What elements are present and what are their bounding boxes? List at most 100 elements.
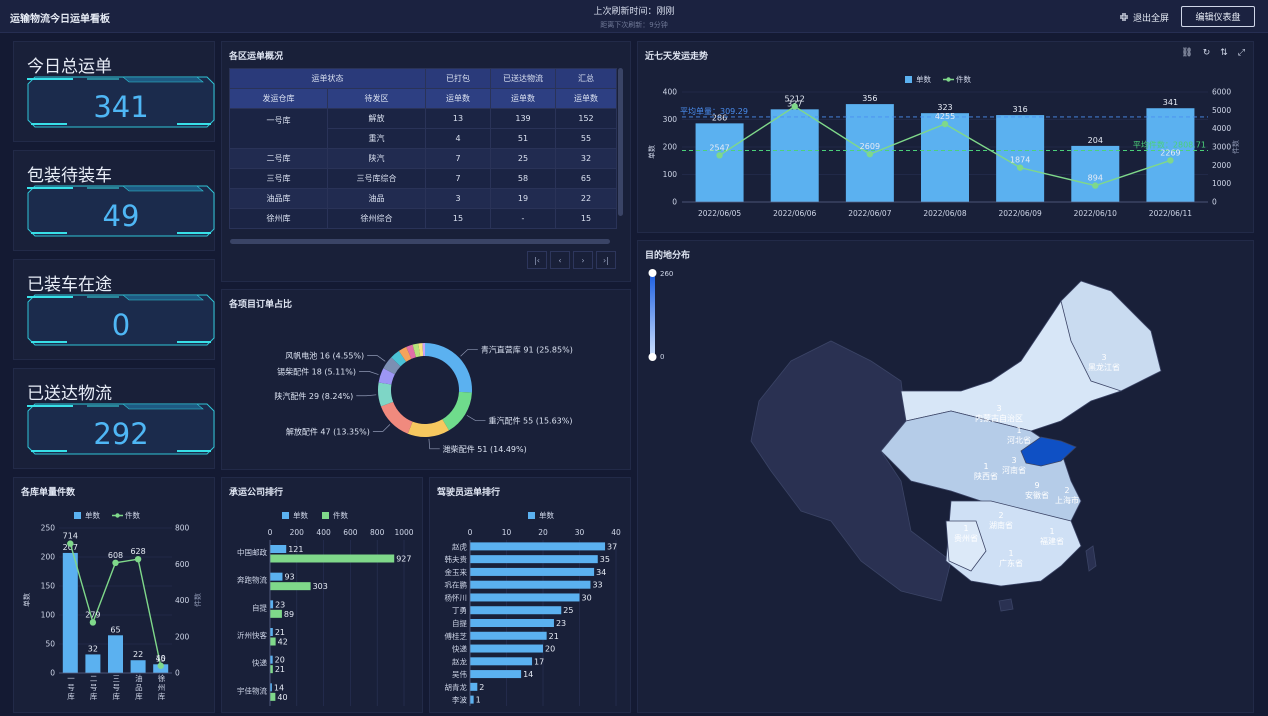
driver-bar-label: 33 <box>592 581 602 590</box>
map-region-south[interactable] <box>945 500 1082 587</box>
table-col-header[interactable]: 运单数 <box>555 88 617 109</box>
y-tick-label: 韩夫贵 <box>445 554 468 564</box>
destination-map: 260 0 3黑龙江省3内蒙古自治区1河北省1陕西省3河南省9安徽省2上海市2湖… <box>648 269 1162 612</box>
link-icon[interactable]: ⛓ <box>1181 48 1193 58</box>
scale-handle-min[interactable] <box>648 353 657 361</box>
kpi-label: 今日总运单 <box>27 57 112 77</box>
y-tick-label: 0 <box>50 669 55 678</box>
horizontal-scrollbar[interactable] <box>230 239 610 244</box>
kpi-value: 49 <box>102 199 140 233</box>
legend-swatch <box>282 512 289 519</box>
table-col-header[interactable]: 发运仓库 <box>229 88 328 109</box>
legend-swatch <box>528 512 535 519</box>
donut-label: 锡柴配件 18 (5.11%) <box>277 366 356 376</box>
panel-title: 各库单量件数 <box>21 488 76 498</box>
map-region-southwest[interactable] <box>945 520 987 572</box>
carrier-bar <box>270 545 287 553</box>
expand-icon[interactable]: ⤢ <box>1237 48 1245 58</box>
x-tick-label: 2022/06/10 <box>1074 209 1117 218</box>
donut-label: 重汽配件 55 (15.63%) <box>488 416 572 426</box>
warehouse-line-label: 628 <box>130 547 145 556</box>
sort-icon[interactable]: ⇅ <box>1220 48 1228 58</box>
trend-bar-label: 323 <box>937 103 952 112</box>
table-cell: - <box>490 208 556 229</box>
carrier-bar <box>270 692 276 701</box>
map-label-name: 湖南省 <box>989 520 1013 530</box>
map-label-value: 2 <box>1064 486 1069 495</box>
x-tick-label: 0 <box>468 528 473 537</box>
legend-label: 件数 <box>956 74 971 84</box>
map-panel: 目的地分布 260 0 3 黑龙江省 3 内蒙古自治区 1 河北省 1 陕西省 3 河南省 9 安徽省… <box>637 240 1254 713</box>
legend-label: 件数 <box>125 510 140 520</box>
carriers-panel: 承运公司排行 单数 件数 0 200 400 600 800 1000 中国邮政 121 927 奔跑… <box>221 477 423 713</box>
y-tick-label: 赵虎 <box>452 541 467 551</box>
panel-title: 近七天发运走势 <box>645 52 709 62</box>
legend-dot <box>946 77 951 82</box>
donut-slice <box>380 401 413 434</box>
table-cell: 二号库 <box>229 148 328 169</box>
table-cell: 一号库 <box>229 108 328 149</box>
kpi-value: 0 <box>111 308 131 342</box>
last-page-button[interactable]: ›| <box>596 251 616 269</box>
next-page-button[interactable]: › <box>573 251 593 269</box>
table-cell: 三号库综合 <box>327 168 426 189</box>
table-col-header[interactable]: 运单数 <box>490 88 556 109</box>
table-group-col[interactable]: 已打包 <box>425 68 491 89</box>
region-table-scroll[interactable]: 运单状态 已打包 已送达物流 汇总 发运仓库 待发区 运单数 运单数 运单数 一… <box>229 68 617 245</box>
x-tick-label: 2022/06/07 <box>848 209 891 218</box>
kpi-value: 292 <box>93 417 149 451</box>
y-tick-label: 吴伟 <box>452 669 467 679</box>
region-table: 运单状态 已打包 已送达物流 汇总 发运仓库 待发区 运单数 运单数 运单数 一… <box>229 68 617 229</box>
table-cell: 65 <box>555 168 617 189</box>
y-tick-label: 250 <box>41 524 56 533</box>
trend-combo-chart: 单数 件数010020030040001000200030004000500060… <box>647 74 1240 218</box>
refresh-icon[interactable]: ↻ <box>1202 48 1211 58</box>
first-page-button[interactable]: |‹ <box>527 251 547 269</box>
trend-bar-label: 316 <box>1013 105 1028 114</box>
trend-bar-label: 356 <box>862 94 877 103</box>
map-region-west[interactable] <box>750 340 952 602</box>
carrier-bar-label: 42 <box>278 638 288 647</box>
visual-map-scale-bar[interactable] <box>650 274 655 357</box>
edit-dashboard-button[interactable]: 编辑仪表盘 <box>1181 6 1255 27</box>
kpi-frame-decoration <box>27 403 215 455</box>
x-tick-label: 二号库 <box>90 674 98 701</box>
warehouse-line-point <box>89 619 97 626</box>
table-group-col[interactable]: 汇总 <box>555 68 617 89</box>
carrier-bar <box>270 665 273 674</box>
donut-slice <box>412 343 421 358</box>
table-cell: 152 <box>555 108 617 129</box>
carrier-bar <box>270 609 282 618</box>
legend-dot <box>115 513 120 518</box>
driver-bar-label: 1 <box>476 696 481 705</box>
avg-bar-label: 平均单量：309.29 <box>680 106 748 116</box>
table-col-header[interactable]: 运单数 <box>425 88 491 109</box>
y-tick-label: 快递 <box>452 644 467 654</box>
y-tick-label: 200 <box>41 553 56 562</box>
trend-line-point <box>1016 164 1024 171</box>
map-region-shandong[interactable] <box>1020 436 1077 467</box>
driver-bar <box>470 542 606 551</box>
exit-fullscreen-button[interactable]: 退出全屏 <box>1112 8 1176 26</box>
map-region-hainan[interactable] <box>998 598 1014 612</box>
table-col-header[interactable]: 待发区 <box>327 88 426 109</box>
map-label-name: 河南省 <box>1002 465 1026 475</box>
kpi-label: 已装车在途 <box>27 275 112 295</box>
vertical-scrollbar[interactable] <box>618 68 623 216</box>
table-row: 二号库 陕汽 7 25 32 <box>229 148 617 169</box>
x-tick-char: 三 <box>113 674 121 683</box>
y-tick-label: 400 <box>663 88 678 97</box>
table-cell: 徐州综合 <box>327 208 426 229</box>
map-region-northeast[interactable] <box>1060 280 1162 392</box>
y-tick-label: 100 <box>663 170 678 179</box>
prev-page-button[interactable]: ‹ <box>550 251 570 269</box>
map-label-value: 1 <box>983 462 988 471</box>
x-tick-label: 2022/06/08 <box>923 209 966 218</box>
map-region-taiwan[interactable] <box>1085 545 1097 572</box>
trend-line-label: 2547 <box>709 143 729 152</box>
table-cell: 15 <box>425 208 491 229</box>
scale-handle-max[interactable] <box>648 269 657 277</box>
donut-slice <box>407 419 449 437</box>
driver-bar-label: 23 <box>556 619 566 628</box>
table-group-col[interactable]: 已送达物流 <box>490 68 556 89</box>
